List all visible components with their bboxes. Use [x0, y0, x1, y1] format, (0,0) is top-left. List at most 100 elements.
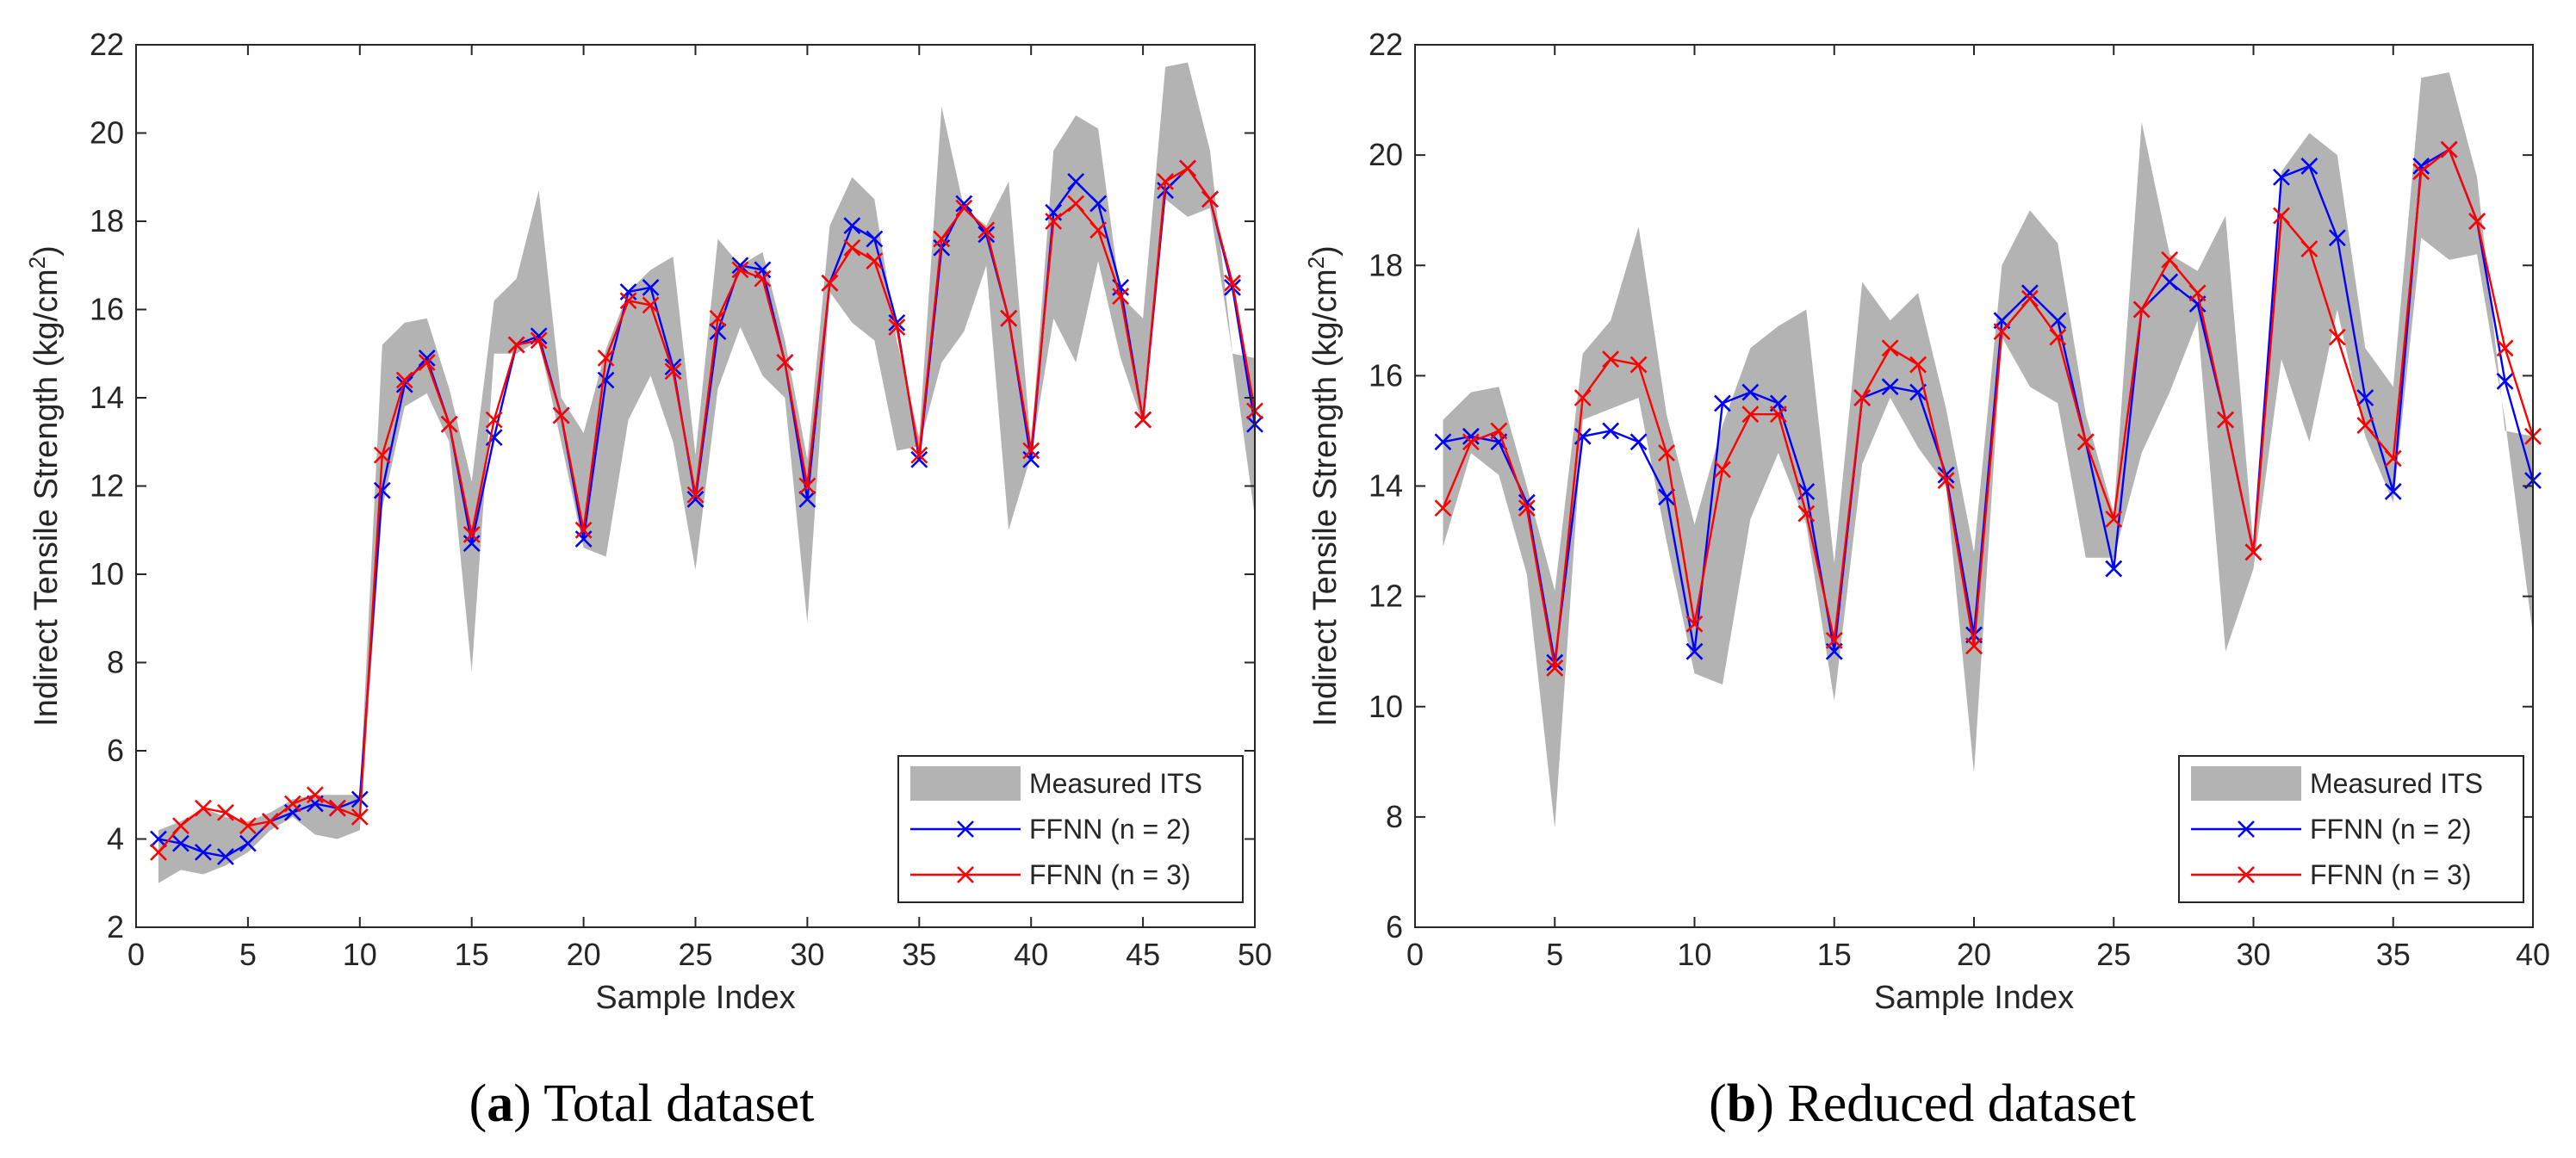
panel-a-series-2-point [664, 362, 682, 381]
panel-b-series-1-point [2105, 560, 2123, 578]
panel-a-series-2-point [619, 292, 637, 310]
panel-a-legend: Measured ITS FFNN (n = 2) FFNN (n = 3) [897, 755, 1244, 903]
panel-a-series-2-point [821, 274, 839, 292]
panel-a-series-1-point-stroke-b [798, 490, 816, 508]
panel-a-caption-open: ( [469, 1074, 487, 1133]
panel-a-series-2-point-stroke-b [261, 813, 279, 830]
panel-a-caption-letter: a [487, 1074, 513, 1133]
panel-b-series-2-point [1546, 659, 1564, 677]
panel-b-series-2-point-stroke-b [1853, 389, 1871, 406]
panel-b-series-2-point-stroke-b [1965, 637, 1983, 655]
panel-a-series-1-point [731, 257, 749, 275]
panel-a-series-1-point-stroke-b [150, 830, 167, 848]
panel-a-series-2-point-stroke-b [821, 274, 839, 292]
panel-b-series-2-point [1825, 631, 1843, 649]
panel-b-series-2-point [1714, 461, 1731, 479]
panel-a-legend-marker-stroke-b [957, 866, 974, 883]
panel-b-series-1-point-stroke-b [2105, 560, 2123, 578]
panel-b-series-1-point [2412, 158, 2430, 175]
panel-b-y-tick-label: 12 [1369, 579, 1403, 614]
panel-a-y-tick-label: 16 [90, 292, 124, 327]
panel-a-caption-close: ) [513, 1074, 543, 1133]
panel-b-legend-band-label: Measured ITS [2310, 768, 2483, 799]
panel-b-series-2-point [2049, 328, 2067, 346]
panel-a-y-axis-label: Indirect Tensile Strength (kg/cm2) [24, 245, 65, 727]
panel-b-x-tick-label: 0 [1406, 937, 1424, 972]
panel-a-series-2-point-stroke-b [1022, 442, 1040, 460]
panel-a-series-2-point-stroke-b [754, 269, 772, 288]
panel-b-series-2-point-stroke-b [2076, 433, 2095, 451]
panel-a-series-2-point-stroke-b [1179, 159, 1196, 177]
panel-a-series-2-point [150, 843, 167, 861]
panel-a-legend-band-label: Measured ITS [1029, 768, 1202, 799]
panel-a-series-2-point [530, 331, 548, 350]
panel-b-y-tick-label: 14 [1369, 468, 1403, 504]
panel-b-legend-marker [2238, 821, 2255, 838]
panel-a-series-2-point [195, 799, 212, 817]
panel-b-series-1-point-stroke-b [2356, 389, 2374, 406]
panel-a-x-tick-label: 30 [790, 937, 824, 972]
panel-b-series-2-point-stroke-b [2328, 328, 2346, 346]
panel-a-series-2-point-stroke-b [485, 411, 503, 429]
panel-b-series-2-point-stroke-b [1602, 350, 1620, 368]
panel-b-series-2-point [1490, 422, 1508, 440]
panel-a-series-2-point [462, 525, 481, 543]
panel-a-series-1-point [373, 481, 391, 499]
panel-a-series-2-point-stroke-b [1134, 411, 1152, 429]
panel-a-y-tick-label: 12 [90, 468, 124, 504]
panel-b-legend: Measured ITS FFNN (n = 2) FFNN (n = 3) [2178, 755, 2524, 903]
panel-a-series-1-point [664, 358, 682, 376]
panel-b-measured-its-band [1443, 72, 2533, 828]
panel-b-series-1-point-stroke-b [1685, 642, 1704, 660]
panel-a-series-1-point [195, 843, 212, 861]
panel-a-series-2-point [1089, 221, 1108, 239]
panel-a-y-tick-label: 18 [90, 203, 124, 238]
panel-a-series-2-point [709, 309, 727, 327]
panel-b-series-1-point [1685, 642, 1704, 660]
panel-b-series-layer [1434, 140, 2542, 677]
panel-a-series-1-point-stroke-b [239, 834, 257, 852]
panel-b-series-2-point [1574, 389, 1592, 406]
panel-a-series-2-point [261, 813, 279, 830]
panel-b-series-2-point [2440, 140, 2458, 158]
panel-a-series-2-point [552, 406, 570, 424]
panel-a-series-1-point [1067, 172, 1085, 190]
panel-b-caption: (b) Reduced dataset [1709, 1074, 2136, 1133]
panel-a-y-axis-label-sup: 2 [24, 257, 50, 269]
panel-b-legend-series-2-label: FFNN (n = 3) [2310, 859, 2472, 890]
panel-a-series-1-point [642, 278, 660, 296]
panel-a-series-2-point-stroke-b [798, 477, 816, 495]
panel-a-x-tick-label: 15 [455, 937, 489, 972]
panel-b-series-2-point-stroke-b [1546, 659, 1564, 677]
panel-a-measured-its-band [158, 62, 1255, 883]
panel-a-series-2-point [978, 221, 996, 239]
panel-a-series-2-point [1045, 213, 1063, 230]
panel-b-series-1-point [2273, 168, 2290, 186]
panel-b-series-2-point-stroke-b [1574, 389, 1592, 406]
panel-a-series-2-point [642, 296, 660, 314]
panel-b-series-2-point-stroke-b [2049, 328, 2067, 346]
panel-b-series-2-point [2020, 289, 2039, 307]
panel-a-series-1-point-stroke-b [418, 349, 436, 367]
panel-a-x-tick-label: 0 [127, 937, 145, 972]
panel-b-series-2-point-stroke-b [2496, 339, 2514, 357]
panel-b-series-2-point-stroke-b [1518, 499, 1536, 517]
panel-a-series-2-point-stroke-b [597, 349, 615, 367]
panel-a-x-tick-label: 35 [902, 937, 936, 972]
panel-b-series-1-point-stroke-b [2384, 482, 2402, 500]
panel-a-series-1-point-stroke-b [597, 371, 615, 389]
panel-a-caption: (a) Total dataset [469, 1074, 815, 1133]
panel-a-series-1-point [351, 790, 369, 808]
panel-a-series-2-point-stroke-b [1089, 221, 1108, 239]
panel-b-series-2-point-stroke-b [1462, 433, 1480, 451]
panel-b-series-2-point-stroke-b [2412, 163, 2430, 181]
panel-b-series-1-point [2300, 158, 2318, 175]
panel-a-series-2-point-stroke-b [395, 371, 413, 389]
panel-a-series-1-point [1089, 195, 1108, 213]
panel-a-series-2-point-stroke-b [888, 319, 906, 336]
panel-b-legend-band-swatch [2191, 766, 2301, 801]
panel-b-x-tick-label: 5 [1546, 937, 1563, 972]
panel-b-ticks: 0 5 10 15 20 25 30 35 40 6 8 10 12 14 16 18 20 22 [1369, 27, 2550, 972]
panel-a-series-2-point-stroke-b [1045, 213, 1063, 230]
panel-b-series-2-point-stroke-b [1685, 615, 1704, 633]
